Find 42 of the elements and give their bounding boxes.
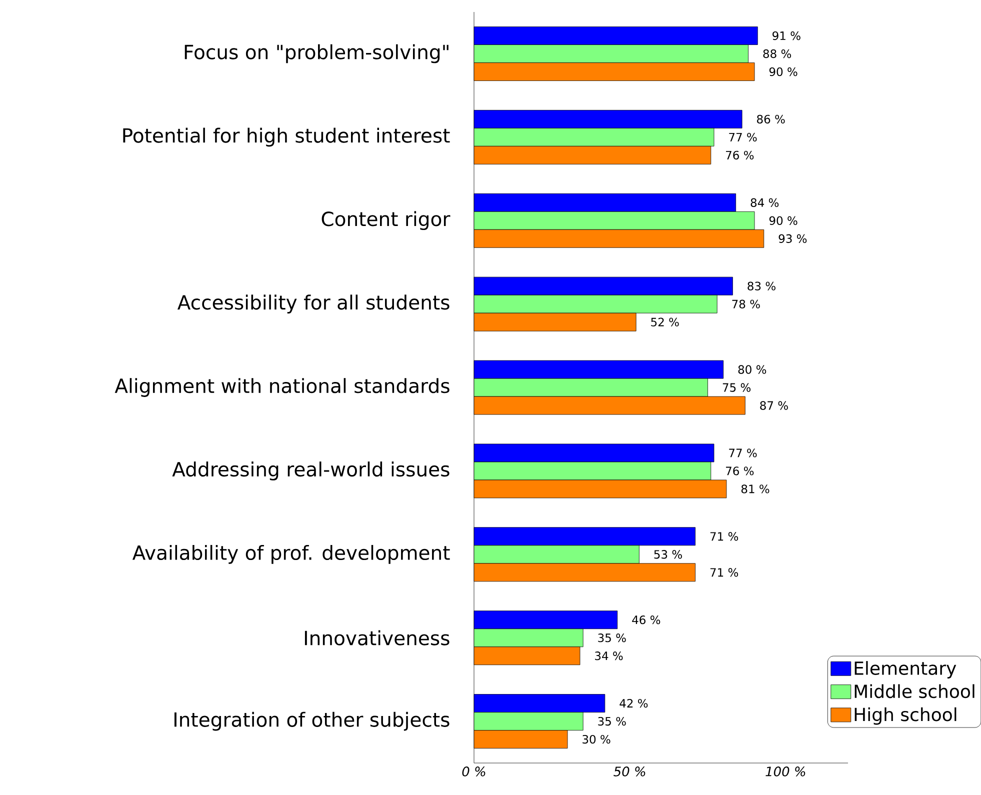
data-label: 88 %: [763, 49, 792, 58]
data-label: 42 %: [620, 698, 648, 708]
data-label: 78 %: [732, 300, 760, 308]
data-label: 71 %: [710, 568, 738, 577]
y-tick-label: Innovativeness: [304, 630, 450, 646]
data-label: 84 %: [750, 198, 779, 207]
y-tick-label: Availability of prof. development: [132, 544, 450, 564]
data-label: 35 %: [598, 633, 626, 642]
data-label: 53 %: [654, 550, 682, 559]
data-label: 34 %: [595, 651, 623, 660]
x-tick-label: 50 %: [614, 766, 646, 776]
data-label: 76 %: [726, 466, 754, 476]
data-label: 80 %: [738, 365, 766, 374]
data-label: 46 %: [632, 615, 660, 624]
data-label: 93 %: [778, 234, 807, 243]
x-tick-label: 100 %: [766, 766, 806, 776]
data-label: 90 %: [769, 216, 798, 225]
y-tick-label: Integration of other subjects: [174, 712, 450, 731]
data-label: 77 %: [729, 132, 757, 142]
data-label: 71 %: [710, 532, 738, 541]
data-label: 77 %: [729, 448, 757, 458]
data-label: 81 %: [741, 484, 770, 494]
y-tick-label: Alignment with national standards: [114, 378, 450, 397]
data-label: 52 %: [651, 318, 679, 326]
y-tick-label: Focus on "problem-solving": [184, 44, 448, 64]
data-label: 91 %: [772, 31, 800, 40]
data-label: 35 %: [598, 716, 626, 726]
y-tick-label: Accessibility for all students: [177, 294, 450, 314]
y-tick-label: Potential for high student interest: [123, 128, 450, 147]
data-label: 83 %: [748, 282, 776, 290]
data-label: 87 %: [760, 401, 788, 410]
y-tick-label: Addressing real-world issues: [172, 462, 450, 480]
data-label: 76 %: [726, 150, 754, 160]
data-label: 30 %: [582, 734, 610, 744]
x-tick-label: 0 %: [462, 766, 486, 776]
data-label: 75 %: [722, 383, 751, 392]
legend-label: High school: [854, 707, 956, 725]
data-label: 90 %: [769, 67, 798, 76]
y-tick-label: Content rigor: [322, 211, 450, 230]
legend-label: Elementary: [854, 661, 956, 678]
legend-label: Middle school: [854, 684, 974, 698]
data-label: 86 %: [757, 114, 785, 124]
